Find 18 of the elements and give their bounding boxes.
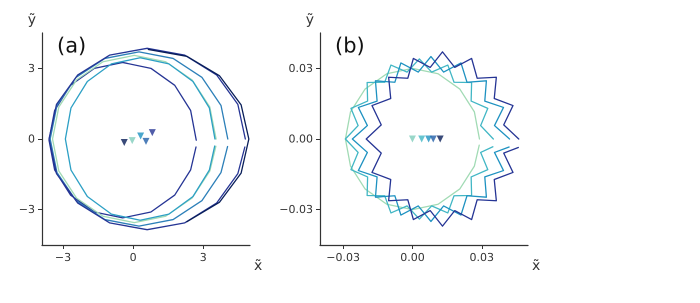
x-axis-title: x̃ [254, 258, 262, 274]
y-tick-label: −3 [18, 203, 35, 216]
chart-title: (b) [335, 34, 365, 58]
chart-title: (a) [57, 34, 86, 58]
x-tick-label: 0.03 [470, 251, 494, 264]
x-axis-title: x̃ [532, 258, 540, 274]
x-tick-label: −0.03 [326, 251, 360, 264]
y-tick-label: 0.03 [288, 62, 313, 75]
y-tick-label: 3 [28, 62, 35, 75]
y-axis-title: ỹ [306, 12, 314, 28]
y-tick-label: 0 [28, 132, 35, 146]
y-tick-label: −0.03 [279, 203, 313, 216]
x-tick-label: 0.00 [400, 251, 425, 264]
y-axis-title: ỹ [28, 12, 36, 28]
x-tick-label: 0 [130, 251, 137, 264]
x-tick-label: 3 [200, 251, 207, 264]
y-tick-label: 0.00 [288, 132, 313, 146]
x-tick-label: −3 [54, 251, 72, 264]
